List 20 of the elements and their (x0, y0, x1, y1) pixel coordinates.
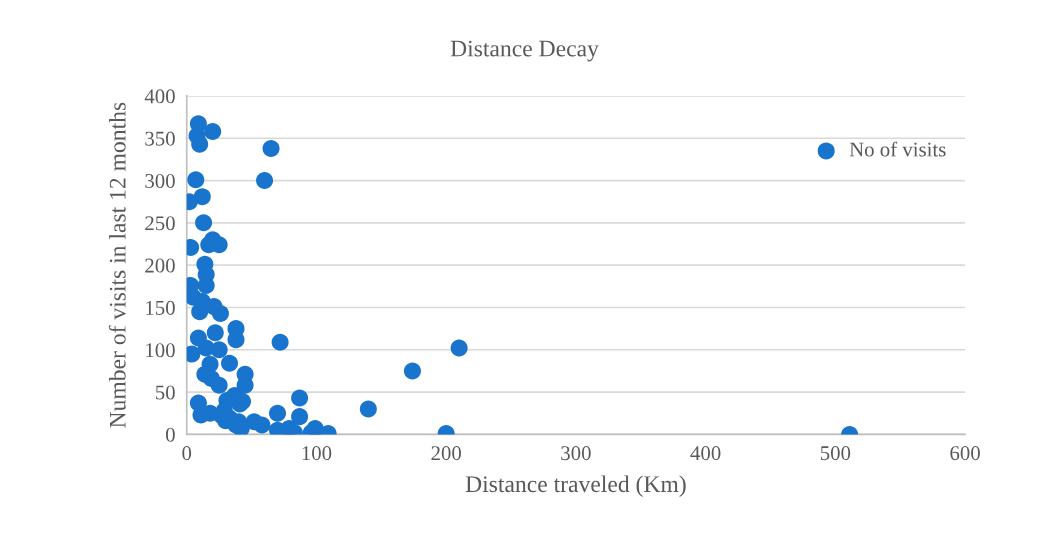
legend-label: No of visits (849, 141, 946, 157)
y-tick-label: 0 (165, 427, 175, 442)
x-axis-title: Distance traveled (Km) (465, 475, 686, 497)
y-tick-label: 400 (144, 89, 175, 104)
x-tick-label: 0 (182, 446, 192, 461)
y-axis-title: Number of visits in last 12 months (108, 102, 126, 428)
x-tick-label: 300 (561, 446, 591, 461)
x-tick-label: 400 (690, 446, 721, 461)
y-tick-label: 150 (146, 300, 175, 315)
x-tick-label: 500 (820, 446, 851, 461)
x-tick-label: 100 (302, 446, 332, 461)
y-tick-label: 100 (146, 343, 175, 358)
y-tick-label: 300 (145, 173, 175, 188)
x-tick-label: 200 (431, 446, 462, 461)
chart-title: Distance Decay (450, 40, 599, 62)
y-tick-label: 250 (145, 216, 175, 231)
x-tick-label: 600 (950, 446, 980, 461)
y-tick-label: 50 (155, 385, 175, 400)
y-tick-label: 350 (145, 131, 175, 146)
y-tick-label: 200 (145, 258, 175, 273)
